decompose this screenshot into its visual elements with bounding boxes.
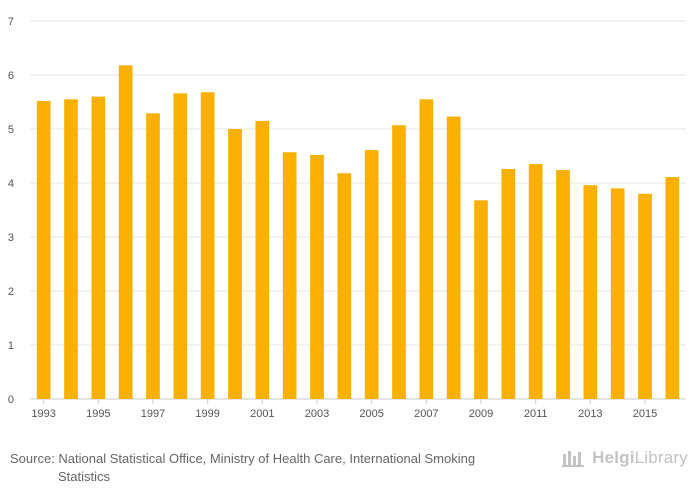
library-icon [562,451,585,467]
bar-2016[interactable] [665,177,680,399]
x-tick-label: 1999 [195,408,219,420]
y-tick-label: 2 [8,286,14,298]
bar-2009[interactable] [474,200,488,399]
bar-1999[interactable] [200,92,215,399]
y-tick-label: 1 [8,340,14,352]
logo-text-rest: Library [634,448,688,467]
bar-2006[interactable] [392,125,406,399]
bar-1993[interactable] [36,100,51,400]
bar-2004[interactable] [337,173,352,399]
bar-2012[interactable] [556,170,570,399]
bar-2011[interactable] [528,164,543,399]
y-tick-label: 6 [8,70,14,82]
bar-2002[interactable] [282,152,297,399]
x-tick-label: 1997 [141,408,165,420]
logo-text-bold: Helgi [592,448,635,467]
x-tick-label: 2003 [305,408,329,420]
source-line-2: Statistics [58,469,111,484]
bar-1996[interactable] [118,65,133,399]
bar-2007[interactable] [419,99,434,400]
bar-1997[interactable] [146,113,160,399]
x-tick-label: 2005 [359,408,383,420]
bar-2001[interactable] [255,120,270,400]
x-tick-label: 1993 [31,408,55,420]
x-tick-label: 2011 [524,408,548,420]
helgilibrary-logo[interactable]: Helgi Library [562,448,688,468]
y-tick-label: 4 [8,178,14,190]
y-tick-label: 3 [8,232,14,244]
bar-2003[interactable] [310,154,324,399]
bars [36,65,680,400]
y-tick-label: 5 [8,124,14,136]
chart-area: 0 1 2 3 4 5 6 7 1993 1995 1997 1999 2001 2003 2005 200… [8,16,686,420]
bar-2013[interactable] [583,185,598,399]
x-tick-label: 2015 [633,408,657,420]
bar-1998[interactable] [173,93,188,400]
x-tick-label: 1995 [86,408,110,420]
x-axis-ticks: 1993 1995 1997 1999 2001 2003 2005 2007 2009 2011… [31,399,657,420]
bar-1995[interactable] [91,96,106,399]
bar-chart: 0 1 2 3 4 5 6 7 1993 1995 1997 1999 2001 2003 2005 200… [8,16,686,420]
x-tick-label: 2013 [578,408,602,420]
y-tick-label: 7 [8,16,14,28]
x-tick-label: 2001 [250,408,274,420]
y-tick-label: 0 [8,394,14,406]
bar-2014[interactable] [610,188,625,399]
gridlines [30,20,686,400]
source-line-1: Source: National Statistical Office, Min… [10,451,476,466]
bar-2010[interactable] [501,168,516,399]
y-axis-ticks: 0 1 2 3 4 5 6 7 [8,16,14,406]
x-tick-label: 2009 [469,408,493,420]
bar-1994[interactable] [64,99,78,400]
bar-2000[interactable] [228,129,242,399]
bar-2008[interactable] [446,116,461,399]
bar-2015[interactable] [638,193,652,399]
footer: Source: National Statistical Office, Min… [0,440,700,500]
bar-2005[interactable] [364,150,379,399]
x-tick-label: 2007 [414,408,438,420]
source-note: Source: National Statistical Office, Min… [10,450,530,486]
